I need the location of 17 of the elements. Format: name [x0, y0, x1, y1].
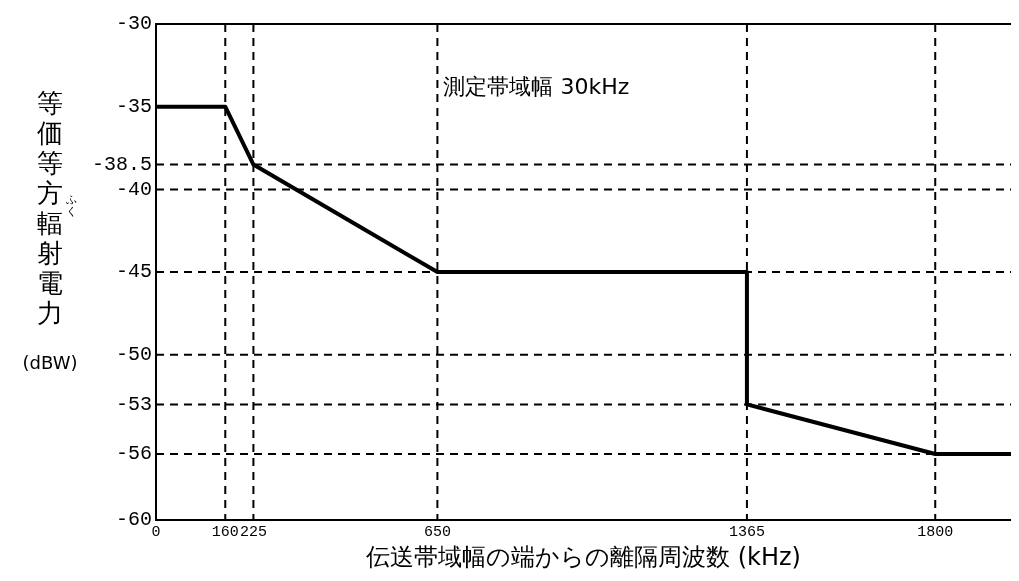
y-tick-label: -60 [115, 508, 153, 532]
y-tick-label: -30 [115, 12, 153, 36]
x-tick-label: 160 [211, 524, 239, 542]
x-tick-label: 0 [151, 524, 161, 542]
y-tick-label: -40 [115, 177, 153, 201]
y-tick-label: -35 [115, 95, 153, 118]
y-tick-label: -53 [115, 392, 153, 416]
x-tick-label: 1365 [728, 524, 765, 542]
y-tick-label: -50 [115, 343, 153, 367]
x-tick-label: 1800 [917, 524, 954, 542]
x-tick-label: 650 [423, 524, 451, 542]
y-tick-label: -56 [115, 442, 153, 466]
x-tick-label: 225 [239, 524, 267, 542]
y-tick-label: -38.5 [91, 152, 153, 176]
annotation: 測定帯域幅 30kHz [443, 73, 630, 99]
y-tick-label: -45 [115, 260, 153, 284]
x-axis-title: 伝送帯域幅の端からの離隔周波数 (kHz) [366, 542, 801, 571]
